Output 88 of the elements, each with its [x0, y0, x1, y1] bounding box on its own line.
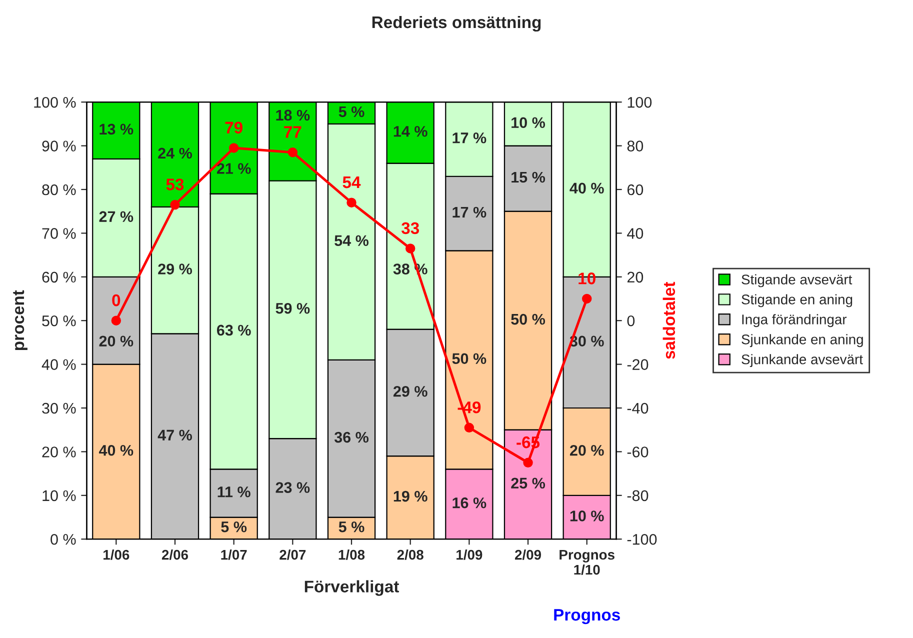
data-label: 54: [342, 176, 361, 188]
y-tick-label: 30 %: [42, 402, 76, 414]
data-label: 21 %: [216, 163, 251, 174]
y-tick-label: 100 %: [34, 96, 76, 108]
point: [523, 458, 533, 468]
data-label: 40 %: [98, 444, 134, 456]
y-tick-label: 80 %: [42, 184, 76, 196]
y2-tick-label: 40: [627, 228, 644, 239]
data-label: 0: [112, 294, 120, 306]
data-label: 77: [284, 126, 302, 138]
x-tick-label: Prognos 1/10: [560, 550, 614, 575]
data-label: 17 %: [452, 132, 486, 144]
data-label: 16 %: [452, 497, 486, 508]
data-label: 25 %: [511, 478, 546, 489]
x-tick-label: 1/08: [338, 550, 365, 560]
y2-tick-label: 0: [627, 315, 635, 326]
data-label: 17 %: [452, 206, 486, 218]
data-label: 79: [225, 122, 242, 134]
data-label: 15 %: [512, 172, 546, 183]
y-tick-label: 70 %: [42, 228, 76, 239]
data-label: 23 %: [276, 482, 310, 493]
data-label: 14 %: [394, 126, 428, 137]
data-label: 29 %: [158, 264, 192, 274]
data-label: 19 %: [394, 490, 428, 502]
data-label: 24 %: [158, 148, 192, 159]
data-label: 20 %: [570, 444, 604, 456]
y2-tick-label: -100: [627, 534, 657, 545]
data-label: 18 %: [276, 110, 310, 121]
data-label: 13 %: [100, 124, 134, 135]
y-tick-label: 50 %: [42, 315, 76, 326]
x-tick-label: 2/08: [397, 550, 424, 560]
y2-tick-label: -60: [627, 446, 648, 458]
y-tick-label: 0 %: [50, 534, 76, 545]
point: [288, 147, 298, 158]
y-tick-label: 90 %: [42, 140, 76, 152]
data-label: 5 %: [338, 106, 364, 118]
y2-axis-title: saldotalet: [662, 282, 676, 359]
legend-label: Stigande avsevärt: [742, 274, 852, 288]
y-tick-label: 40 %: [42, 359, 76, 370]
data-label: 50 %: [511, 314, 546, 325]
data-label: 5 %: [338, 522, 364, 532]
data-label: 5 %: [221, 522, 247, 532]
point: [228, 143, 239, 153]
x-tick-label: 2/06: [162, 550, 188, 560]
data-label: 29 %: [393, 386, 428, 397]
point: [111, 316, 122, 326]
data-label: 54 %: [334, 235, 369, 246]
y2-tick-label: 80: [627, 140, 644, 152]
data-label: 10 %: [512, 117, 546, 128]
x-tick-label: 2/07: [280, 550, 306, 560]
data-label: 27 %: [99, 211, 134, 222]
x-axis-title: Förverkligat: [304, 580, 400, 596]
data-label: 33: [401, 222, 420, 234]
x-tick-label: 1/07: [221, 550, 247, 560]
y-tick-label: 10 %: [42, 490, 76, 502]
x-tick-label: 1/09: [456, 550, 482, 560]
x-tick-label: 2/09: [514, 550, 542, 560]
y2-tick-label: -20: [627, 359, 648, 370]
y2-tick-label: 100: [628, 96, 652, 108]
data-label: 36 %: [334, 432, 369, 443]
text: Prognos: [554, 609, 620, 624]
legend-label: Sjunkande avsevärt: [742, 354, 863, 368]
x-tick-label: 1/06: [104, 550, 130, 560]
point: [405, 244, 416, 254]
point: [346, 198, 356, 208]
data-label: 10 %: [570, 510, 604, 522]
legend-label: Sjunkande en aning: [742, 334, 863, 348]
legend-label: Inga förändringar: [742, 314, 847, 328]
point: [170, 200, 180, 210]
data-label: 53: [166, 178, 184, 190]
data-label: 63 %: [216, 324, 251, 336]
data-label: 59 %: [276, 302, 310, 314]
data-label: 11 %: [218, 486, 250, 498]
data-label: 40 %: [570, 182, 604, 194]
y-tick-label: 20 %: [42, 446, 76, 458]
y2-tick-label: -40: [627, 402, 648, 414]
data-label: 20 %: [99, 336, 134, 347]
chart-title: Rederiets omsättning: [372, 16, 541, 32]
legend-label: Stigande en aning: [742, 294, 852, 308]
y-axis-title: procent: [13, 290, 28, 350]
y-tick-label: 60 %: [42, 272, 76, 283]
y2-tick-label: 60: [627, 184, 644, 196]
point: [582, 294, 592, 304]
data-label: 47 %: [158, 430, 192, 440]
point: [464, 422, 474, 433]
data-label: 50 %: [452, 353, 486, 364]
y2-tick-label: 20: [627, 272, 644, 283]
y2-tick-label: -80: [627, 490, 648, 502]
